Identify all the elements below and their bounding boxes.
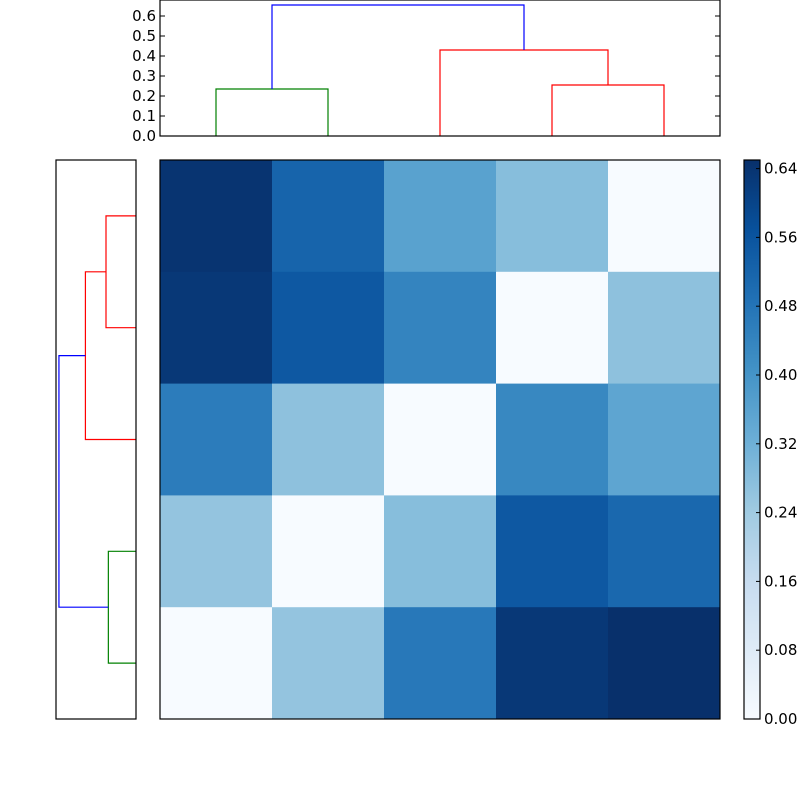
colorbar-tick-label: 0.08	[764, 641, 797, 659]
top-dendrogram-link	[271, 4, 525, 89]
top-ytick-label: 0.5	[132, 27, 156, 45]
heatmap-cell	[160, 383, 273, 496]
heatmap-cell	[272, 495, 385, 608]
heatmap-cells	[160, 160, 721, 720]
heatmap-cell	[384, 607, 497, 720]
heatmap-cell	[608, 271, 721, 385]
top-dendrogram-frame	[159, 0, 721, 137]
top-ytick-label: 0.3	[132, 67, 156, 85]
colorbar-tick-label: 0.48	[764, 297, 797, 315]
heatmap-cell	[496, 383, 609, 496]
colorbar-axis: 0.00 0.08 0.16 0.24 0.32 0.40 0.48 0.56 0.64	[756, 160, 797, 728]
heatmap	[159, 159, 721, 720]
top-dendrogram-yaxis: 0.0 0.1 0.2 0.3 0.4 0.5 0.6	[132, 7, 720, 145]
heatmap-cell	[496, 495, 609, 608]
top-dendrogram-links	[215, 4, 665, 136]
heatmap-cell	[272, 271, 385, 385]
heatmap-cell	[272, 160, 385, 273]
heatmap-cell	[608, 160, 721, 273]
top-ytick-label: 0.2	[132, 87, 156, 105]
left-dendrogram-link	[58, 355, 109, 608]
colorbar: 0.00 0.08 0.16 0.24 0.32 0.40 0.48 0.56 0.64	[743, 159, 797, 728]
colorbar-frame	[743, 159, 761, 720]
heatmap-cell	[160, 607, 273, 720]
heatmap-cell	[496, 160, 609, 273]
top-ytick-label: 0.6	[132, 7, 156, 25]
top-ytick-label: 0.4	[132, 47, 156, 65]
heatmap-cell	[384, 271, 497, 385]
colorbar-tick-label: 0.32	[764, 435, 797, 453]
heatmap-cell	[608, 607, 721, 720]
heatmap-cell	[272, 607, 385, 720]
top-ytick-label: 0.1	[132, 107, 156, 125]
heatmap-cell	[160, 495, 273, 608]
heatmap-cell	[496, 271, 609, 385]
top-ytick-label: 0.0	[132, 127, 156, 145]
top-dendrogram: 0.0 0.1 0.2 0.3 0.4 0.5 0.6	[132, 0, 721, 145]
heatmap-cell	[160, 160, 273, 273]
left-dendrogram-links	[58, 215, 136, 664]
colorbar-tick-label: 0.16	[764, 572, 797, 590]
heatmap-cell	[384, 160, 497, 273]
left-dendrogram	[55, 159, 137, 720]
left-dendrogram-frame	[55, 159, 137, 720]
colorbar-gradient	[744, 160, 760, 719]
heatmap-cell	[608, 495, 721, 608]
heatmap-cell	[384, 383, 497, 496]
heatmap-cell	[384, 495, 497, 608]
colorbar-tick-label: 0.56	[764, 228, 797, 246]
colorbar-tick-label: 0.40	[764, 366, 797, 384]
colorbar-tick-label: 0.00	[764, 710, 797, 728]
heatmap-cell	[496, 607, 609, 720]
heatmap-cell	[272, 383, 385, 496]
heatmap-cell	[160, 271, 273, 385]
colorbar-tick-label: 0.24	[764, 504, 797, 522]
heatmap-cell	[608, 383, 721, 496]
colorbar-tick-label: 0.64	[764, 160, 797, 178]
heatmap-frame	[159, 159, 721, 720]
